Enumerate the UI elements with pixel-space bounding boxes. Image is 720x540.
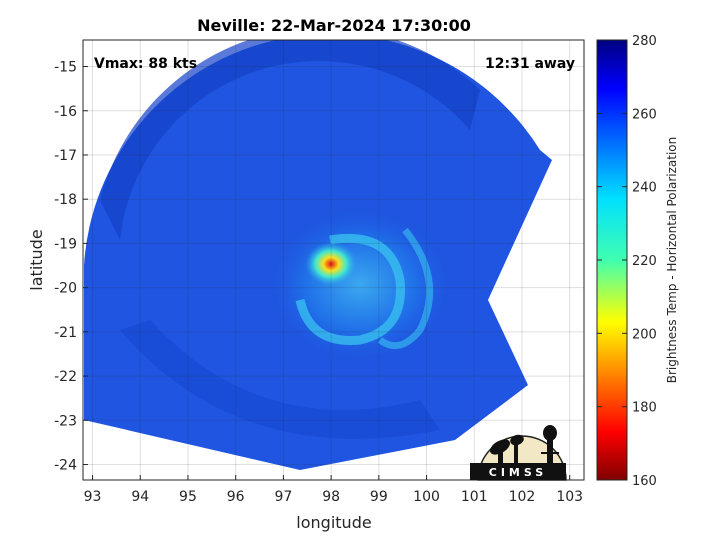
map-grid xyxy=(83,40,584,480)
time-away-annotation: 12:31 away xyxy=(485,56,575,72)
logo-text: CIMSS xyxy=(489,466,547,479)
x-tick-label: 98 xyxy=(322,489,340,505)
y-tick-label: -22 xyxy=(54,369,77,385)
colorbar-tick-label: 180 xyxy=(632,401,657,416)
x-tick-label: 93 xyxy=(84,489,102,505)
x-tick-label: 102 xyxy=(509,489,536,505)
colorbar-ticks: 280 260 240 220 200 180 160 xyxy=(597,34,657,489)
colorbar-tick-label: 260 xyxy=(632,107,657,122)
y-tick-labels: -15 -16 -17 -18 -19 -20 -21 -22 -23 -24 xyxy=(54,60,77,474)
swath-outer-band xyxy=(100,40,480,240)
logo-water-tower-icon xyxy=(541,425,559,464)
x-axis-label: longitude xyxy=(296,513,371,532)
colorbar-tick-label: 200 xyxy=(632,327,657,342)
colorbar-label: Brightness Temp - Horizontal Polarizatio… xyxy=(665,137,679,384)
y-tick-label: -23 xyxy=(54,413,77,429)
spiral-rainband xyxy=(295,233,405,345)
colorbar-tick-label: 220 xyxy=(632,254,657,269)
y-tick-label: -17 xyxy=(54,148,77,164)
plot-title: Neville: 22-Mar-2024 17:30:00 xyxy=(197,16,471,35)
swath-lower-band xyxy=(120,320,440,439)
x-tick-label: 95 xyxy=(179,489,197,505)
logo-satellite-dish-icon xyxy=(490,434,524,463)
storm-eye xyxy=(305,242,357,286)
y-tick-label: -20 xyxy=(54,281,77,297)
axes-box xyxy=(82,39,585,481)
x-tick-label: 94 xyxy=(131,489,149,505)
y-tick-label: -15 xyxy=(54,60,77,76)
x-tick-labels: 93 94 95 96 97 98 99 100 101 102 103 xyxy=(84,489,583,505)
y-tick-label: -24 xyxy=(54,458,77,474)
colorbar-tick-label: 280 xyxy=(632,34,657,49)
x-tick-label: 99 xyxy=(370,489,388,505)
x-tick-label: 100 xyxy=(413,489,440,505)
y-axis-label: latitude xyxy=(27,229,46,290)
x-tick-label: 101 xyxy=(461,489,488,505)
logo-banner xyxy=(470,463,566,480)
colorbar-tick-label: 240 xyxy=(632,181,657,196)
satellite-swath xyxy=(84,40,552,470)
vmax-annotation: Vmax: 88 kts xyxy=(94,56,197,72)
y-tick-label: -21 xyxy=(54,325,77,341)
y-tick-label: -16 xyxy=(54,104,77,120)
x-tick-label: 97 xyxy=(274,489,292,505)
x-tick-label: 103 xyxy=(556,489,583,505)
x-tick-label: 96 xyxy=(227,489,245,505)
outer-rainband xyxy=(377,227,434,350)
y-tick-label: -19 xyxy=(54,236,77,252)
cimss-logo: CIMSS xyxy=(470,425,567,481)
colorbar-tick-label: 160 xyxy=(632,474,657,489)
y-tick-label: -18 xyxy=(54,192,77,208)
